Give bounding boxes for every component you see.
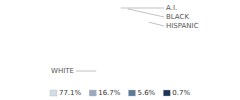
- leader-line: [76, 71, 96, 72]
- chart-svg: WHITE HISPANICBLACKA.I. 77.1% 16.7% 5.6% 0.7%: [0, 0, 240, 100]
- legend-swatch: [50, 90, 57, 96]
- annotation: A.I.: [166, 4, 177, 12]
- legend-item: 16.7%: [89, 89, 121, 97]
- legend-item: 0.7%: [163, 89, 190, 97]
- legend-label: 0.7%: [172, 89, 190, 97]
- legend-item: 77.1%: [50, 89, 82, 97]
- legend: 77.1% 16.7% 5.6% 0.7%: [50, 89, 190, 97]
- annotation: HISPANIC: [166, 22, 199, 30]
- leader-line: [128, 9, 164, 17]
- leader-line: [121, 8, 164, 9]
- leader-line: [149, 22, 164, 26]
- annotations: WHITE HISPANICBLACKA.I.: [51, 4, 199, 75]
- legend-item: 5.6%: [128, 89, 155, 97]
- legend-label: 16.7%: [98, 89, 121, 97]
- legend-swatch: [89, 90, 96, 96]
- legend-swatch: [128, 90, 135, 96]
- chart-container: WHITE HISPANICBLACKA.I. 77.1% 16.7% 5.6% 0.7%: [0, 0, 240, 100]
- legend-label: 77.1%: [59, 89, 82, 97]
- legend-swatch: [163, 90, 170, 96]
- annotation: BLACK: [166, 13, 189, 21]
- annotation: WHITE: [51, 67, 74, 75]
- legend-label: 5.6%: [137, 89, 155, 97]
